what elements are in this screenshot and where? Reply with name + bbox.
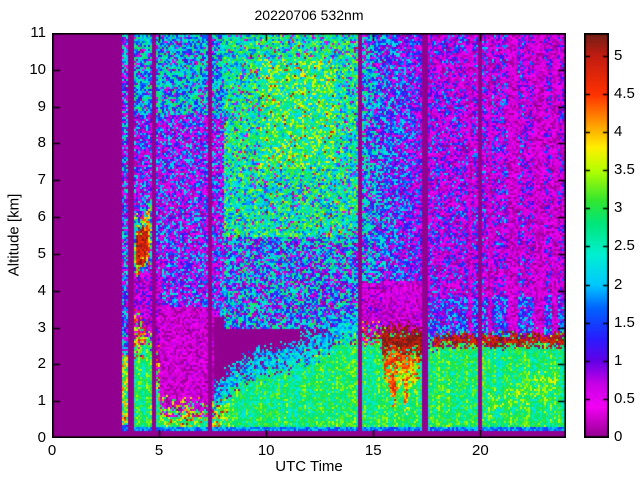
y-tick-label: 4 [37,281,46,299]
x-tick-label: 15 [364,442,382,459]
colorbar-tick-label: 3 [614,199,623,217]
heatmap-plot-canvas [52,33,566,438]
y-tick-label: 2 [37,355,46,373]
colorbar-canvas [584,33,609,438]
colorbar-tick-label: 0.5 [614,389,635,407]
x-tick-label: 20 [471,442,489,459]
y-tick-label: 5 [37,244,46,262]
x-tick-label: 0 [47,442,57,459]
x-tick-label: 5 [154,442,164,459]
colorbar-tick-label: 2.5 [614,237,635,255]
colorbar-tick-label: 0 [614,428,623,445]
colorbar-tick-label: 1 [614,351,623,369]
y-tick-label: 3 [37,318,46,336]
y-tick-label: 0 [37,429,46,446]
y-tick-label: 11 [30,24,46,41]
y-tick-label: 10 [29,60,46,78]
colorbar-tick-label: 3.5 [614,161,635,179]
y-tick-label: 9 [37,97,46,115]
colorbar-tick-label: 2 [614,275,623,293]
x-tick-label: 10 [257,442,275,459]
x-axis-label: UTC Time [275,458,343,475]
colorbar-tick-label: 1.5 [614,313,635,331]
y-tick-label: 6 [37,208,46,226]
colorbar-tick-label: 4.5 [614,84,635,102]
colorbar-tick-label: 5 [614,46,623,64]
y-axis-label: Altitude [km] [5,193,23,277]
chart-title: 20220706 532nm [254,7,364,23]
colorbar-tick-label: 4 [614,123,623,141]
y-tick-label: 8 [37,134,46,152]
y-tick-label: 1 [37,392,46,410]
y-tick-label: 7 [37,171,46,189]
